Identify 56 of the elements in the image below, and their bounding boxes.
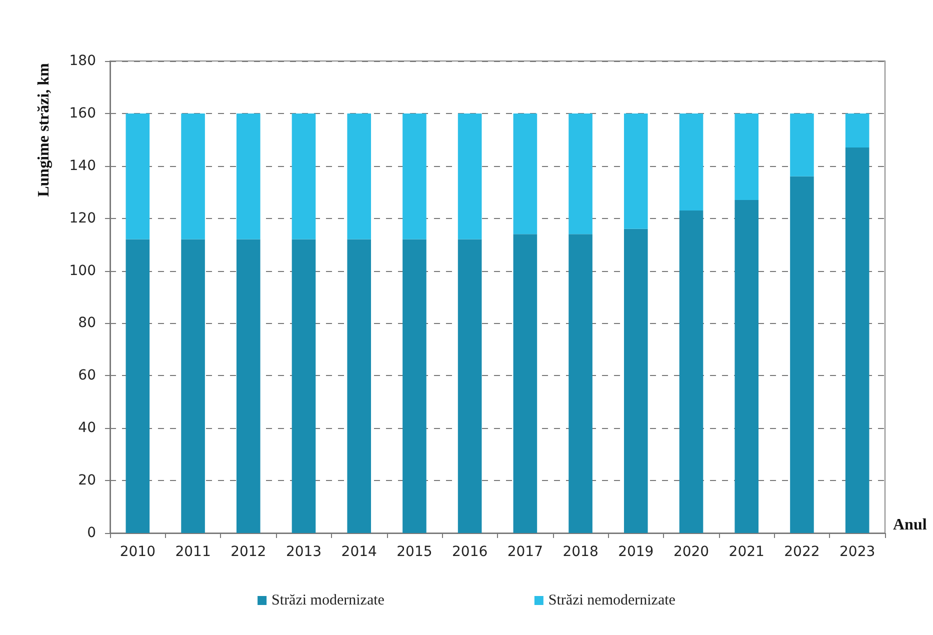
y-tick-label: 100 <box>69 262 96 279</box>
bar <box>624 113 648 229</box>
bar <box>126 113 150 240</box>
x-tick-label: 2017 <box>507 544 543 560</box>
bar <box>347 113 372 240</box>
y-tick-label: 140 <box>69 158 96 174</box>
y-tick-label: 120 <box>69 210 96 226</box>
y-tick-label: 40 <box>78 420 96 436</box>
bar <box>513 113 538 234</box>
x-tick-label: 2018 <box>562 544 598 560</box>
bar <box>513 234 538 533</box>
bar <box>790 113 814 176</box>
bar <box>845 148 870 533</box>
legend-label: Străzi nemodernizate <box>548 592 676 608</box>
bar <box>181 239 205 533</box>
x-tick-label: 2016 <box>452 544 488 560</box>
x-tick-label: 2015 <box>396 544 432 560</box>
bar <box>236 239 260 533</box>
bar <box>458 113 482 240</box>
y-tick-label: 180 <box>69 53 96 69</box>
y-tick-label: 20 <box>78 472 96 489</box>
x-axis-title: Anul <box>893 516 928 534</box>
y-tick-label: 80 <box>78 315 96 332</box>
x-tick-label: 2013 <box>286 544 322 560</box>
bar <box>347 239 372 533</box>
x-tick-label: 2011 <box>175 544 211 560</box>
x-tick-label: 2019 <box>618 544 654 560</box>
y-tick-label: 60 <box>78 368 96 384</box>
x-tick-label: 2014 <box>341 544 378 560</box>
x-tick-label: 2020 <box>673 544 710 560</box>
bar <box>292 239 316 533</box>
x-tick-label: 2012 <box>230 544 266 560</box>
bar <box>402 239 426 533</box>
bar <box>292 113 316 240</box>
legend-label: Străzi modernizate <box>272 592 385 608</box>
bar <box>679 113 704 210</box>
y-tick-label: 160 <box>69 105 96 122</box>
bar <box>734 113 759 200</box>
y-tick-label: 0 <box>87 525 96 541</box>
x-tick-label: 2022 <box>784 544 820 560</box>
bar <box>568 234 592 533</box>
bar <box>568 113 592 234</box>
x-tick-label: 2010 <box>120 544 156 560</box>
bar <box>181 113 205 240</box>
x-tick-label: 2023 <box>840 544 876 560</box>
bar <box>790 176 814 533</box>
bar <box>734 200 759 533</box>
x-tick-label: 2021 <box>728 544 764 560</box>
bar <box>624 228 648 533</box>
y-axis-title: Lungime străzi, km <box>36 62 52 197</box>
bar <box>236 113 260 240</box>
bar <box>458 239 482 533</box>
bar <box>126 239 150 533</box>
bar <box>679 210 704 533</box>
bar <box>845 113 870 148</box>
bar <box>402 113 426 240</box>
